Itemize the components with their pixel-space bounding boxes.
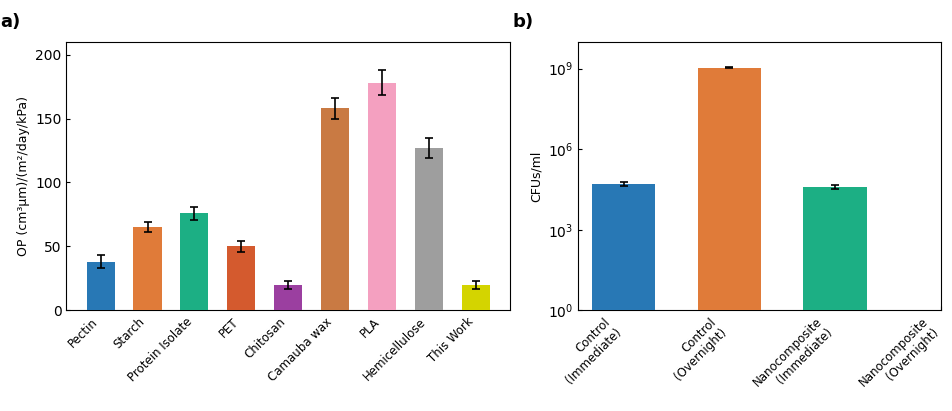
- Bar: [133, 227, 162, 310]
- Y-axis label: OP (cm³μm)/(m²/day/kPa): OP (cm³μm)/(m²/day/kPa): [16, 96, 30, 256]
- Bar: [321, 108, 349, 310]
- Bar: [367, 83, 396, 310]
- Text: a): a): [0, 13, 20, 31]
- Text: b): b): [513, 13, 534, 31]
- Bar: [698, 67, 761, 411]
- Bar: [592, 184, 655, 411]
- Bar: [462, 285, 489, 310]
- Bar: [415, 148, 443, 310]
- Bar: [274, 285, 302, 310]
- Bar: [87, 262, 115, 310]
- Bar: [228, 247, 255, 310]
- Bar: [803, 187, 867, 411]
- Y-axis label: CFUs/ml: CFUs/ml: [529, 150, 543, 202]
- Bar: [180, 213, 208, 310]
